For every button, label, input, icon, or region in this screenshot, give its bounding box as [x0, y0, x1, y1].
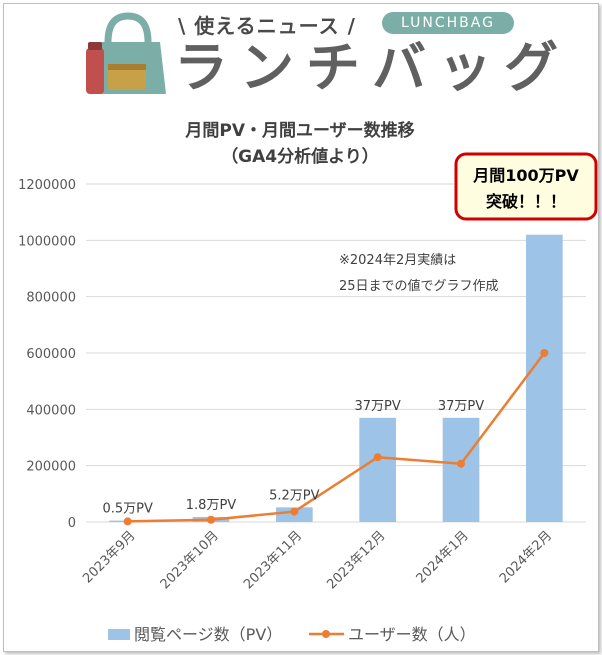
x-tick-label-3: 2023年12月	[324, 528, 388, 592]
legend-swatch-users-marker	[322, 630, 330, 638]
legend-label-users: ユーザー数（人）	[348, 625, 476, 644]
callout-line-1: 月間100万PV	[472, 166, 579, 185]
pv-bar-label-2: 5.2万PV	[269, 488, 320, 503]
x-tick-label-5: 2024年2月	[497, 528, 555, 586]
pv-bar-label-3: 37万PV	[355, 399, 401, 414]
pv-bar-label-0: 0.5万PV	[102, 502, 153, 517]
users-line	[127, 352, 546, 523]
legend: 閲覧ページ数（PV） ユーザー数（人）	[108, 625, 476, 644]
pv-bar-4	[442, 417, 480, 522]
pv-bar-3	[359, 417, 396, 522]
chart-frame: \ 使えるニュース / LUNCHBAG ランチバッグ 月間PV・月間ユーザー数…	[3, 3, 599, 652]
users-point-5	[540, 349, 549, 357]
y-tick-label-2: 400000	[26, 403, 76, 418]
lunch-bag-icon	[86, 12, 166, 94]
users-point-3	[373, 453, 382, 462]
logo-badge: LUNCHBAG	[382, 12, 514, 34]
logo-wordmark: ランチバッグ	[174, 36, 570, 99]
y-tick-label-0: 0	[68, 516, 76, 531]
annotation-line-1: ※2024年2月実績は	[339, 252, 456, 268]
pv-bar-label-1: 1.8万PV	[186, 498, 237, 513]
lunchbag-logo: \ 使えるニュース / LUNCHBAG ランチバッグ	[82, 4, 558, 104]
legend-swatch-pv	[108, 629, 130, 640]
chart-title: 月間PV・月間ユーザー数推移	[184, 120, 414, 141]
callout-line-2: 突破！！！	[486, 192, 566, 211]
users-point-2	[290, 507, 299, 516]
y-tick-label-3: 600000	[26, 347, 76, 362]
y-tick-label-6: 1200000	[18, 178, 76, 193]
milestone-callout: 月間100万PV 突破！！！	[454, 152, 598, 221]
y-tick-label-4: 800000	[26, 291, 76, 306]
x-tick-label-2: 2023年11月	[241, 528, 305, 592]
chart-svg: 月間PV・月間ユーザー数推移 （GA4分析値より） 0 200000 400000 6…	[18, 120, 598, 644]
y-tick-label-5: 1000000	[18, 234, 76, 249]
logo-tagline: \ 使えるニュース /	[178, 14, 356, 38]
callout-box	[454, 152, 598, 221]
users-point-4	[457, 459, 465, 468]
pv-bar-label-4: 37万PV	[438, 399, 484, 414]
users-point-1	[207, 515, 215, 524]
users-point-0	[123, 517, 132, 526]
pv-bar-5	[526, 234, 563, 522]
legend-label-pv: 閲覧ページ数（PV）	[134, 625, 282, 644]
x-tick-label-4: 2024年1月	[414, 528, 472, 586]
x-tick-label-0: 2023年9月	[80, 528, 138, 586]
chart-subtitle: （GA4分析値より）	[221, 146, 379, 167]
y-tick-label-1: 200000	[26, 460, 76, 475]
annotation-line-2: 25日までの値でグラフ作成	[339, 278, 499, 294]
x-tick-label-1: 2023年10月	[158, 528, 222, 592]
